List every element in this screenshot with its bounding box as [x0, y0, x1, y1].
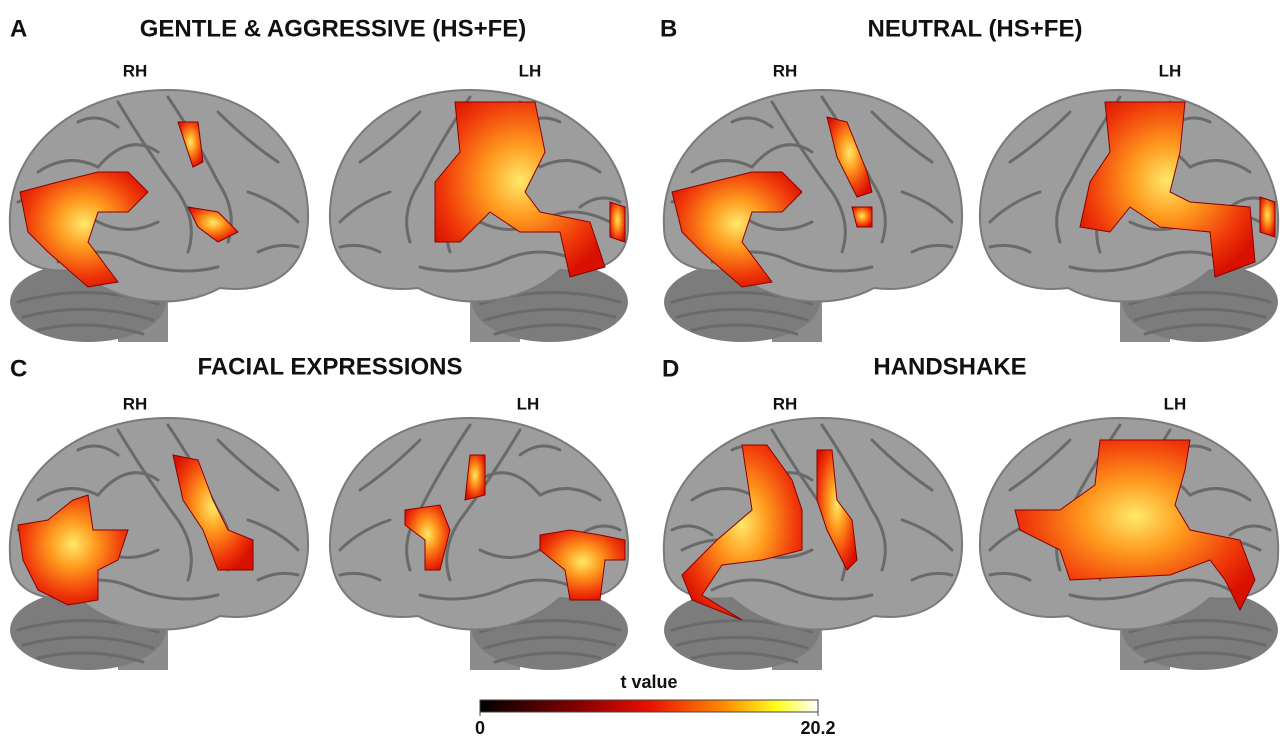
brain-image [8, 416, 310, 672]
brain-image [328, 88, 630, 344]
hemisphere-label: RH [123, 394, 148, 413]
panel-letter: B [660, 15, 677, 42]
brain-image [978, 88, 1280, 344]
panel-title: GENTLE & AGGRESSIVE (HS+FE) [140, 15, 527, 42]
brain-image [8, 88, 310, 344]
hemisphere-label: RH [773, 61, 798, 80]
colorbar-tick-label: 20.2 [800, 718, 835, 738]
colorbar-tick-label: 0 [475, 718, 485, 738]
hemisphere-label: LH [1159, 61, 1182, 80]
panel-title: FACIAL EXPRESSIONS [198, 353, 463, 380]
panel-letter: C [10, 355, 27, 382]
brain-image [662, 88, 964, 344]
hemisphere-label: LH [517, 394, 540, 413]
panel-letter: D [662, 355, 679, 382]
brain-image [328, 416, 630, 672]
panel-title: NEUTRAL (HS+FE) [868, 15, 1083, 42]
hemisphere-label: LH [1164, 394, 1187, 413]
panel-title: HANDSHAKE [873, 353, 1026, 380]
brain-image [662, 416, 964, 672]
panel-letter: A [10, 15, 27, 42]
colorbar-label: t value [620, 672, 677, 692]
hemisphere-label: RH [773, 394, 798, 413]
colorbar [479, 699, 819, 713]
brain-image [978, 416, 1280, 672]
hemisphere-label: LH [519, 61, 542, 80]
hemisphere-label: RH [123, 61, 148, 80]
